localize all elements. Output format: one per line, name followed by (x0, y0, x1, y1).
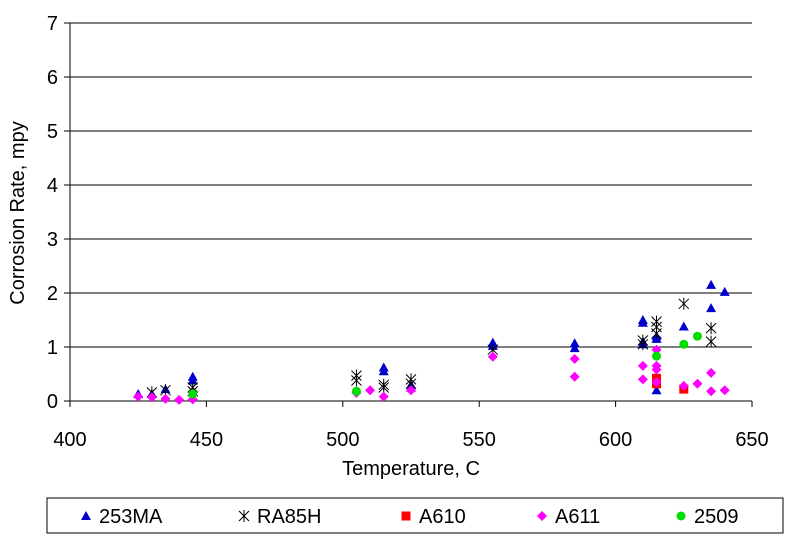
data-point-a611 (651, 344, 662, 355)
y-axis-label: Corrosion Rate, mpy (7, 121, 29, 304)
data-point-ra85h (705, 322, 717, 335)
data-point-2509 (652, 351, 662, 361)
data-point-a611 (637, 360, 648, 371)
y-tick-label: 0 (47, 391, 58, 413)
legend-box (46, 497, 784, 534)
data-point-ra85h (378, 381, 390, 394)
legend-label-a611: A611 (555, 506, 600, 528)
data-point-a611 (487, 351, 498, 362)
legend-label-ra85h: RA85H (257, 506, 321, 528)
y-tick-label: 6 (47, 67, 58, 89)
data-point-253ma (637, 317, 648, 327)
data-point-a611 (706, 386, 717, 397)
data-point-a611 (406, 385, 416, 396)
data-point-2509 (679, 339, 689, 349)
legend-entries: 253MA RA85H A610 A611 2509 (81, 506, 739, 528)
data-point-253ma (678, 321, 689, 331)
data-point-253ma (651, 385, 662, 395)
data-point-ra85h (705, 335, 717, 348)
y-tick-label: 5 (47, 121, 58, 143)
x-tick-label: 600 (599, 429, 632, 451)
data-point-253ma (706, 279, 717, 289)
data-point-a611 (133, 391, 144, 402)
legend-label-a610: A610 (419, 506, 466, 528)
y-tick-label: 1 (47, 337, 58, 359)
gridlines (70, 22, 752, 348)
data-point-a611 (569, 353, 580, 364)
data-point-253ma (187, 375, 198, 385)
series-a611 (133, 344, 730, 405)
legend: 253MA RA85H A610 A611 2509 (46, 497, 784, 534)
legend-marker-a611 (537, 511, 547, 521)
data-point-2509 (351, 386, 361, 396)
x-tick-label: 400 (53, 429, 86, 451)
data-point-a611 (651, 377, 662, 388)
data-point-2509 (188, 389, 198, 399)
data-point-a611 (569, 371, 580, 382)
x-tick-label: 550 (463, 429, 496, 451)
data-point-253ma (378, 366, 389, 376)
legend-marker-2509 (676, 511, 686, 521)
y-tick-label: 2 (47, 283, 58, 305)
y-tick-label: 7 (47, 13, 58, 35)
data-point-a611 (706, 367, 717, 378)
x-tick-label: 500 (326, 429, 359, 451)
data-point-a611 (692, 378, 703, 389)
data-point-ra85h (678, 297, 690, 310)
x-tick-label: 450 (190, 429, 223, 451)
legend-label-2509: 2509 (694, 506, 739, 528)
data-point-253ma (569, 343, 580, 353)
series-2509 (188, 331, 702, 399)
data-point-a611 (719, 385, 730, 396)
legend-marker-ra85h (238, 510, 250, 522)
data-point-a611 (651, 364, 662, 375)
y-tick-label: 3 (47, 229, 58, 251)
x-axis-label: Temperature, C (342, 458, 480, 480)
data-point-a611 (637, 374, 648, 385)
data-point-a611 (678, 380, 689, 391)
data-point-a611 (146, 392, 157, 403)
y-tick-label: 4 (47, 175, 58, 197)
data-point-a611 (378, 391, 389, 402)
legend-marker-253ma (81, 511, 91, 520)
axes (64, 22, 753, 407)
data-point-2509 (692, 331, 702, 341)
data-point-a611 (174, 394, 185, 405)
data-point-253ma (706, 303, 717, 313)
data-point-ra85h (637, 338, 649, 351)
legend-label-253ma: 253MA (99, 506, 163, 528)
data-point-253ma (569, 338, 580, 348)
tick-labels: 0 1 2 3 4 5 6 7 400 450 500 550 600 650 (47, 13, 769, 451)
data-point-a611 (365, 385, 376, 396)
data-point-a611 (160, 393, 171, 404)
data-point-ra85h (351, 374, 362, 387)
data-points (133, 279, 730, 405)
legend-marker-a610 (401, 511, 411, 521)
data-point-253ma (719, 286, 730, 296)
x-tick-label: 650 (735, 429, 768, 451)
data-point-ra85h (651, 327, 662, 340)
